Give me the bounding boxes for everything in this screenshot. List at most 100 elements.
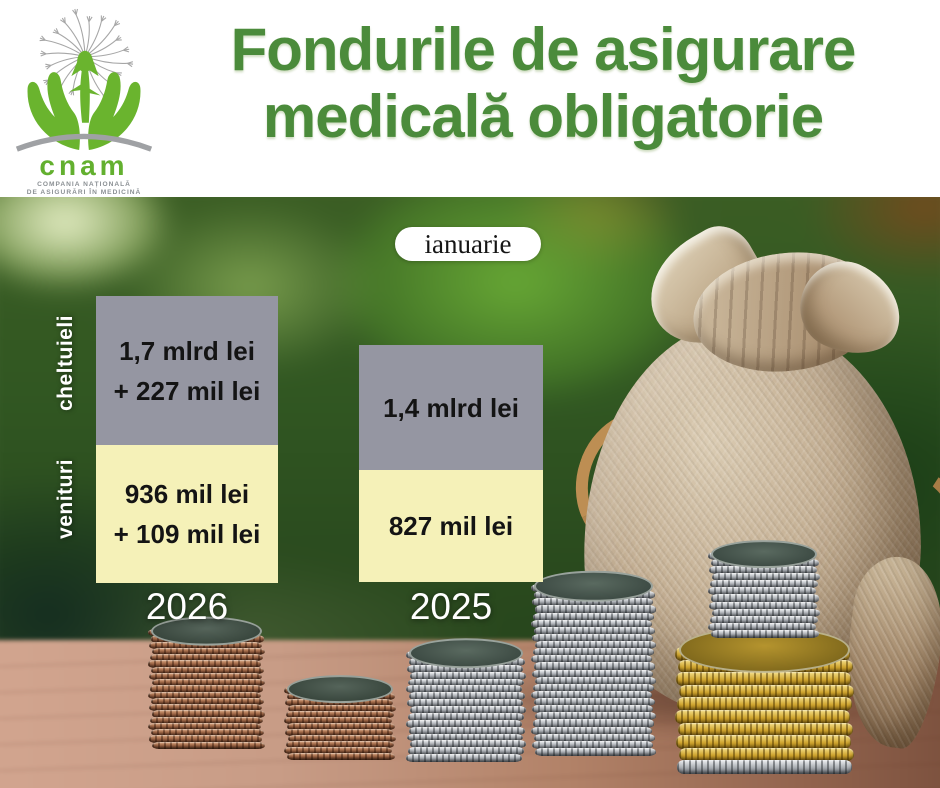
cnam-brand: cnam: [39, 150, 129, 181]
page-title-line2: medicală obligatorie: [262, 83, 824, 150]
coin: [531, 655, 652, 664]
coin: [406, 754, 522, 762]
page-title-line1: Fondurile de asigurare: [230, 16, 857, 83]
coin: [532, 633, 653, 642]
coin: [534, 698, 655, 707]
coin: [535, 747, 656, 756]
coin: [711, 594, 819, 603]
bar-2025-revenues-segment: 827 mil lei: [359, 470, 543, 582]
axis-label-venituri: venituri: [54, 459, 77, 539]
coin: [150, 654, 263, 662]
coin-top-face: [409, 638, 523, 669]
bar-2025-expenses-segment: 1,4 mlrd lei: [359, 345, 543, 470]
coin: [407, 664, 523, 673]
coin: [149, 735, 262, 743]
coin: [152, 679, 265, 687]
coin: [677, 760, 852, 774]
coin: [152, 710, 265, 718]
cnam-tagline-line2: DE ASIGURĂRI ÎN MEDICINĂ: [26, 189, 142, 196]
page-title: Fondurile de asigurare medicală obligato…: [150, 16, 936, 150]
coin-top-face: [151, 616, 262, 646]
bar-2026-revenues-segment: 936 mil lei + 109 mil lei: [96, 445, 278, 583]
coin-top-face: [287, 675, 393, 704]
coin: [708, 622, 816, 631]
coin: [535, 676, 656, 685]
cnam-logo: cnam COMPANIA NAȚIONALĂ DE ASIGURĂRI ÎN …: [8, 4, 160, 196]
coin: [533, 648, 654, 657]
coin: [677, 697, 852, 711]
coin: [531, 619, 652, 628]
coin: [675, 709, 850, 724]
coin: [285, 729, 393, 736]
coin: [148, 691, 261, 699]
coin-stack-silver-on-gold: [708, 540, 820, 650]
header: cnam COMPANIA NAȚIONALĂ DE ASIGURĂRI ÎN …: [0, 0, 940, 197]
coin: [531, 726, 652, 735]
coin-stack-copper-short: [284, 675, 396, 772]
coin: [533, 719, 654, 728]
coin: [679, 747, 854, 762]
coin: [711, 629, 819, 638]
coin: [408, 678, 524, 687]
coin: [409, 726, 525, 735]
coin: [148, 722, 261, 730]
coin: [534, 662, 655, 671]
coin: [148, 660, 261, 668]
coin: [712, 573, 820, 582]
coin: [286, 711, 394, 718]
bar-2026-revenues-extra: + 109 mil lei: [113, 519, 261, 549]
coin: [288, 705, 396, 712]
bar-2025-expenses-value: 1,4 mlrd lei: [383, 392, 519, 423]
coin: [533, 683, 654, 692]
coin: [152, 647, 265, 655]
coin: [407, 733, 523, 742]
coin-top-face: [711, 540, 817, 569]
cnam-tagline-line1: COMPANIA NAȚIONALĂ: [37, 181, 131, 188]
coin: [532, 669, 653, 678]
coin: [535, 641, 656, 650]
coin: [533, 612, 654, 621]
coin: [532, 598, 653, 607]
bar-2026-expenses-value: 1,7 mlrd lei: [119, 335, 255, 366]
coin: [708, 587, 816, 596]
coin: [284, 717, 392, 724]
coin-stack-copper-tall: [148, 616, 265, 768]
coin: [152, 741, 265, 749]
month-badge: ianuarie: [395, 227, 541, 261]
coin: [410, 740, 526, 749]
month-badge-label: ianuarie: [424, 228, 512, 259]
coin-stack-silver-medium: [406, 638, 526, 778]
coin: [149, 672, 262, 680]
coin: [678, 722, 853, 737]
coin: [150, 685, 263, 693]
coin: [534, 626, 655, 635]
coin: [149, 704, 262, 712]
coin: [286, 741, 394, 748]
coin: [151, 729, 264, 737]
coin: [710, 580, 818, 589]
coin-stack-silver-tall: [531, 570, 656, 780]
coin: [679, 684, 854, 699]
coin: [284, 747, 392, 754]
coin: [409, 692, 525, 701]
bar-2026-year-label: 2026: [145, 586, 229, 627]
coin-stack-gold-wide: [675, 626, 854, 784]
coin: [710, 615, 818, 624]
coin: [532, 705, 653, 714]
cnam-tagline: COMPANIA NAȚIONALĂ DE ASIGURĂRI ÎN MEDIC…: [8, 181, 160, 197]
dandelion-in-hands-icon: [15, 8, 153, 152]
coin: [535, 712, 656, 721]
coin: [712, 608, 820, 617]
coin: [287, 723, 395, 730]
coin: [407, 699, 523, 707]
coin: [709, 566, 817, 575]
bar-2026-revenues-value: 936 mil lei: [124, 479, 250, 509]
bar-2025-year-label: 2025: [409, 586, 493, 627]
coin: [531, 690, 652, 699]
coin: [532, 740, 653, 749]
bar-2026-expenses-segment: 1,7 mlrd lei + 227 mil lei: [96, 296, 278, 445]
coin: [150, 716, 263, 724]
